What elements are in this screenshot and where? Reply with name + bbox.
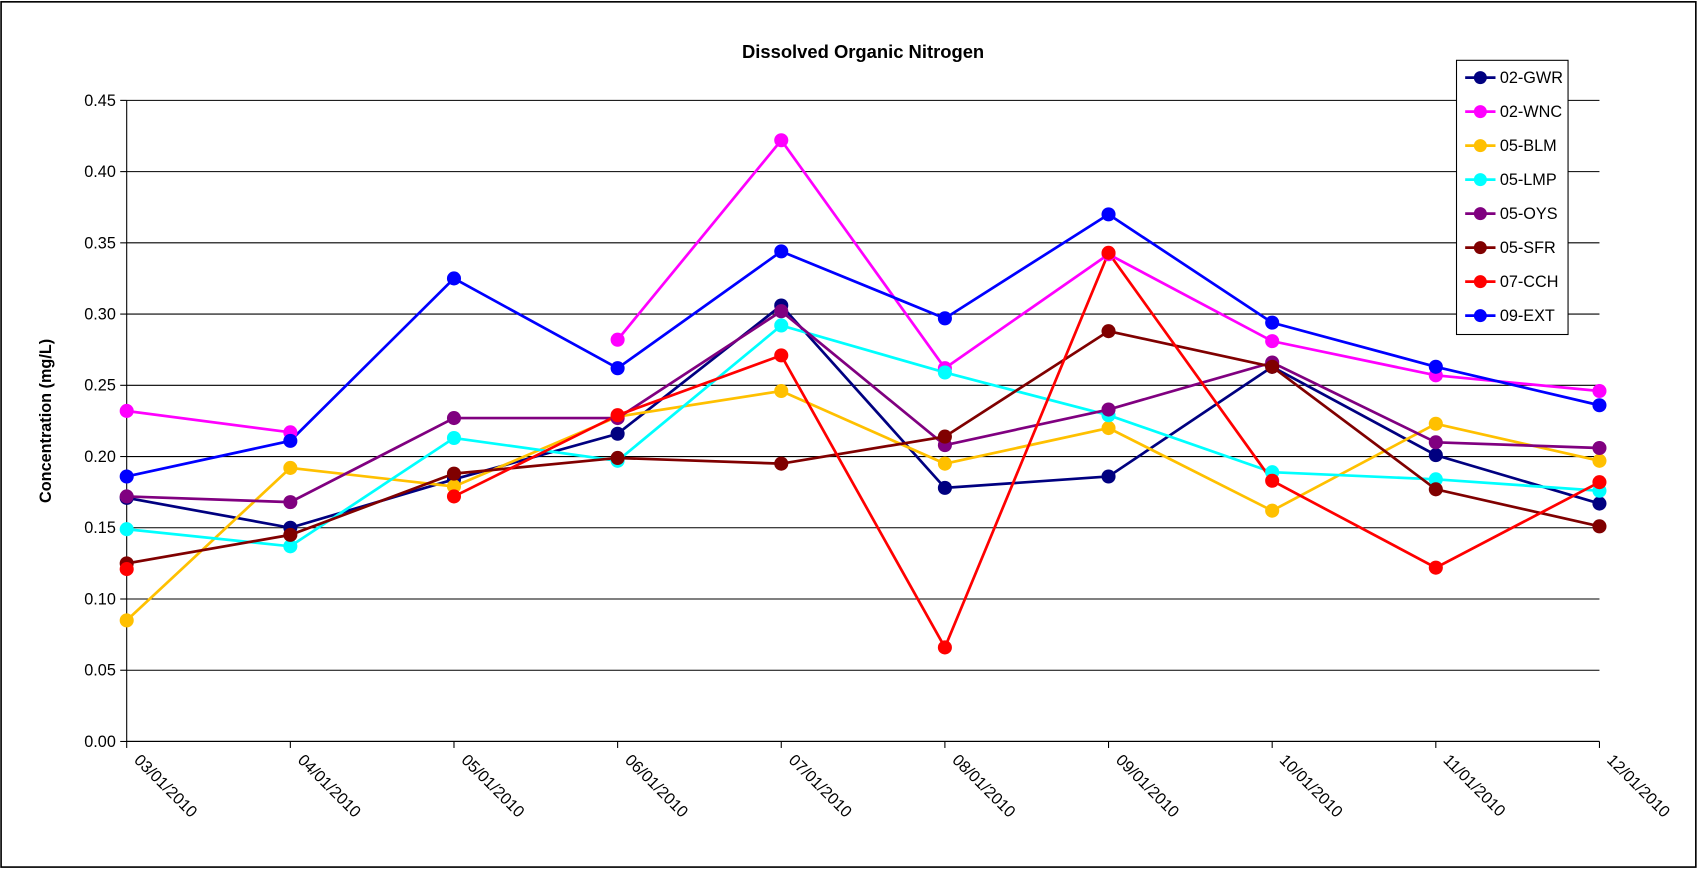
series-line bbox=[453, 250, 1601, 651]
data-point bbox=[1265, 315, 1280, 330]
y-tick-label: 0.45 bbox=[84, 92, 116, 110]
data-point bbox=[1265, 473, 1280, 488]
data-point bbox=[774, 244, 789, 259]
data-point bbox=[610, 408, 625, 423]
y-tick-label: 0.35 bbox=[84, 234, 116, 252]
series-line bbox=[126, 212, 1600, 478]
data-point bbox=[283, 527, 298, 542]
legend-label: 05-LMP bbox=[1500, 171, 1557, 189]
data-point bbox=[1265, 503, 1280, 518]
data-point bbox=[610, 361, 625, 376]
series-line bbox=[125, 389, 1600, 622]
data-point bbox=[1592, 383, 1607, 399]
data-point bbox=[774, 133, 789, 148]
legend-label: 05-BLM bbox=[1500, 137, 1557, 155]
data-point bbox=[1101, 207, 1116, 222]
legend-marker bbox=[1473, 71, 1487, 85]
data-point bbox=[1265, 334, 1280, 349]
legend-marker bbox=[1473, 139, 1487, 153]
data-point bbox=[774, 383, 789, 399]
legend-label: 07-CCH bbox=[1500, 273, 1559, 291]
data-point bbox=[1592, 453, 1607, 468]
legend-marker bbox=[1473, 275, 1487, 289]
data-point bbox=[283, 460, 298, 475]
legend-marker bbox=[1473, 105, 1487, 119]
chart-title: Dissolved Organic Nitrogen bbox=[742, 41, 984, 62]
y-tick-label: 0.20 bbox=[84, 448, 116, 466]
data-point bbox=[283, 539, 298, 554]
data-point bbox=[1428, 560, 1443, 575]
data-point bbox=[774, 456, 789, 471]
data-point bbox=[937, 480, 952, 495]
data-point bbox=[774, 348, 789, 363]
data-point bbox=[446, 271, 462, 286]
data-point bbox=[774, 318, 789, 333]
data-point bbox=[610, 450, 625, 466]
data-point bbox=[446, 479, 462, 494]
y-axis-label: Concentration (mg/L) bbox=[37, 339, 55, 503]
y-tick-label: 0.30 bbox=[84, 305, 116, 323]
y-tick-label: 0.25 bbox=[84, 377, 116, 395]
data-point bbox=[610, 332, 625, 347]
legend-box bbox=[1455, 59, 1569, 336]
series-line bbox=[126, 329, 1600, 565]
data-point bbox=[774, 304, 789, 319]
series-line bbox=[126, 323, 1600, 548]
series-line bbox=[126, 309, 1600, 504]
data-point bbox=[119, 489, 134, 504]
legend-label: 02-GWR bbox=[1500, 69, 1563, 87]
data-point bbox=[1428, 448, 1443, 463]
data-point bbox=[446, 489, 462, 504]
data-point bbox=[1592, 398, 1607, 413]
legend-label: 09-EXT bbox=[1500, 307, 1555, 325]
legend-label: 05-SFR bbox=[1500, 239, 1556, 257]
data-point bbox=[1428, 482, 1443, 497]
data-point bbox=[1101, 469, 1116, 484]
y-tick-label: 0.10 bbox=[84, 590, 116, 608]
data-point bbox=[1592, 440, 1607, 456]
data-point bbox=[1428, 435, 1443, 450]
data-point bbox=[1265, 359, 1280, 374]
legend-marker bbox=[1473, 309, 1487, 323]
data-point bbox=[446, 430, 462, 446]
data-point bbox=[1592, 519, 1607, 534]
data-point bbox=[283, 495, 298, 510]
data-point bbox=[119, 613, 134, 628]
data-point bbox=[119, 403, 134, 418]
data-point bbox=[1428, 359, 1443, 374]
data-point bbox=[937, 311, 952, 326]
data-point bbox=[1428, 416, 1443, 431]
data-point bbox=[937, 365, 952, 380]
legend-label: 05-OYS bbox=[1500, 205, 1558, 223]
legend-marker bbox=[1473, 173, 1487, 187]
data-point bbox=[937, 429, 952, 444]
data-point bbox=[937, 456, 952, 471]
data-point bbox=[1428, 472, 1443, 487]
y-tick-label: 0.05 bbox=[84, 662, 116, 680]
data-point bbox=[1101, 421, 1116, 436]
y-tick-label: 0.15 bbox=[84, 519, 116, 537]
data-point bbox=[446, 411, 462, 426]
y-tick-label: 0.40 bbox=[84, 163, 116, 181]
data-point bbox=[1101, 402, 1116, 417]
data-point bbox=[119, 469, 134, 484]
data-point bbox=[1101, 245, 1116, 260]
data-point bbox=[937, 640, 952, 655]
data-point bbox=[1592, 496, 1607, 511]
data-point bbox=[119, 522, 134, 537]
data-point bbox=[446, 466, 462, 481]
legend-marker bbox=[1473, 241, 1487, 255]
data-point bbox=[119, 562, 134, 577]
data-point bbox=[1592, 475, 1607, 490]
data-point bbox=[283, 433, 298, 448]
legend-label: 02-WNC bbox=[1500, 103, 1563, 121]
data-point bbox=[1101, 324, 1116, 339]
y-tick-label: 0.00 bbox=[84, 733, 116, 751]
legend-marker bbox=[1473, 207, 1487, 221]
data-point bbox=[610, 426, 625, 441]
